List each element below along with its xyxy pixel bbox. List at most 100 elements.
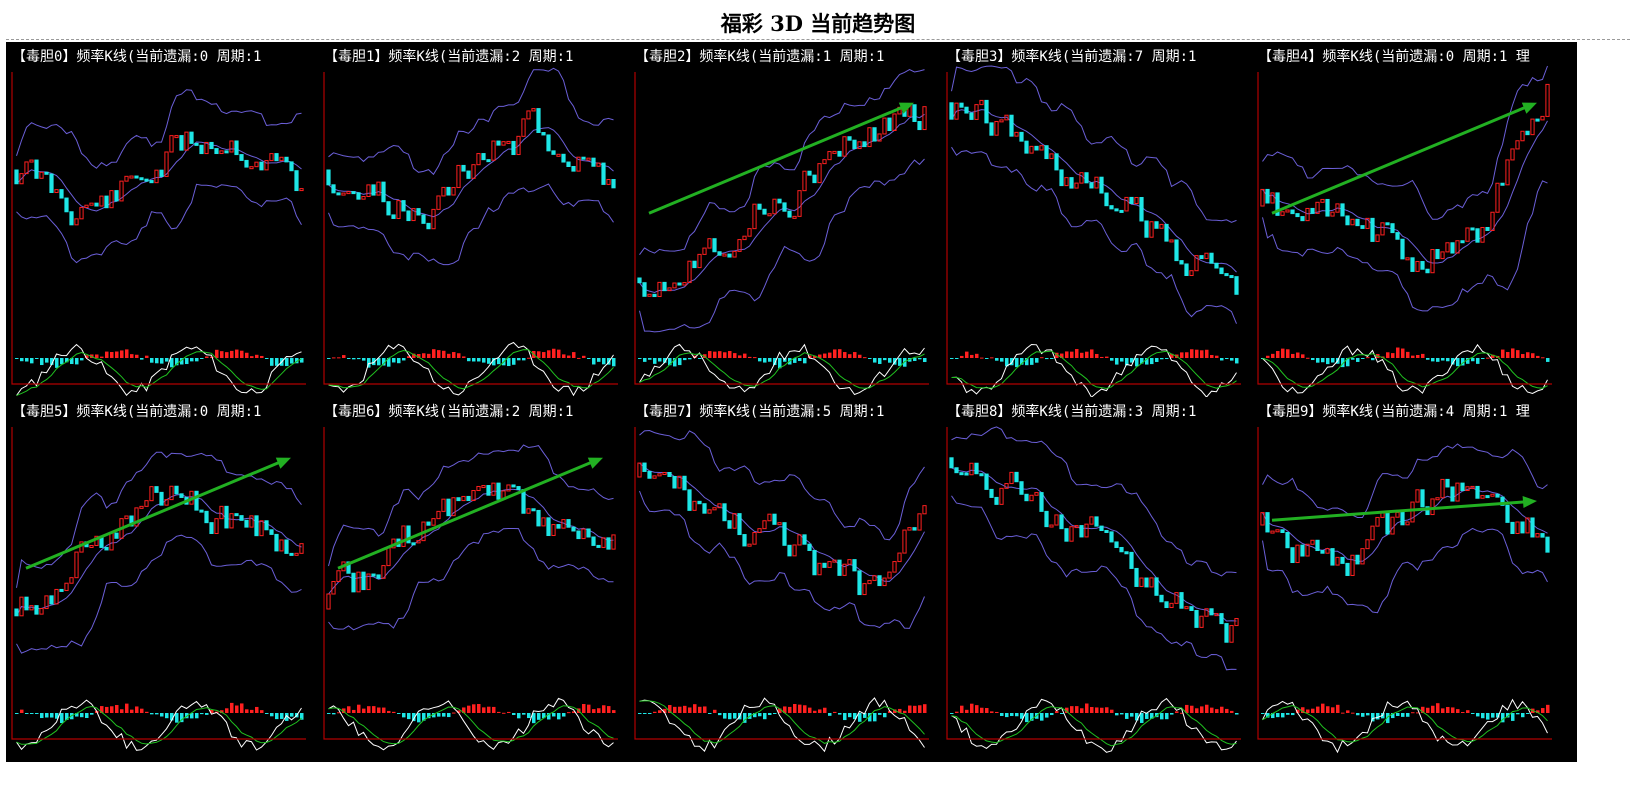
osc-bar bbox=[898, 358, 902, 366]
osc-bar bbox=[582, 355, 586, 358]
osc-bar bbox=[20, 358, 24, 362]
osc-bar bbox=[457, 710, 461, 713]
up-candle bbox=[1184, 606, 1189, 610]
osc-bar bbox=[592, 358, 596, 365]
osc-bar bbox=[180, 713, 184, 723]
up-candle bbox=[1275, 529, 1280, 533]
up-candle bbox=[1004, 114, 1009, 121]
osc-bar bbox=[653, 358, 657, 364]
osc-bar bbox=[220, 351, 224, 358]
osc-bar bbox=[1326, 358, 1330, 365]
osc-bar bbox=[955, 711, 959, 713]
osc-bar bbox=[1000, 713, 1004, 717]
down-candle bbox=[1024, 493, 1029, 502]
osc-bar bbox=[1471, 358, 1475, 362]
osc-bar bbox=[728, 351, 732, 358]
osc-bar bbox=[487, 358, 491, 364]
down-candle bbox=[59, 588, 64, 592]
down-candle bbox=[224, 150, 229, 154]
osc-bar bbox=[713, 709, 717, 713]
down-candle bbox=[611, 179, 616, 189]
up-candle bbox=[999, 119, 1004, 123]
osc-bar bbox=[382, 358, 386, 366]
down-candle bbox=[326, 169, 331, 186]
up-candle bbox=[1515, 140, 1520, 150]
down-candle bbox=[456, 497, 461, 502]
osc-bar bbox=[180, 358, 184, 365]
osc-bar bbox=[442, 350, 446, 358]
up-candle bbox=[702, 247, 707, 255]
osc-bar bbox=[1045, 713, 1049, 718]
osc-bar bbox=[512, 713, 516, 716]
osc-bar bbox=[20, 709, 24, 713]
osc-bar bbox=[175, 713, 179, 723]
osc-bar bbox=[337, 712, 341, 714]
osc-bar bbox=[1065, 351, 1069, 358]
down-candle bbox=[64, 197, 69, 213]
candles bbox=[949, 99, 1239, 295]
osc-bar bbox=[1100, 356, 1104, 358]
up-candle bbox=[687, 260, 692, 284]
up-candle bbox=[229, 513, 234, 529]
osc-bar bbox=[140, 708, 144, 713]
up-candle bbox=[124, 515, 129, 520]
up-candle bbox=[1169, 239, 1174, 243]
osc-bar bbox=[788, 706, 792, 713]
osc-bar bbox=[1471, 713, 1475, 714]
osc-bar bbox=[878, 358, 882, 364]
osc-bar bbox=[392, 358, 396, 363]
up-candle bbox=[1370, 525, 1375, 541]
down-candle bbox=[461, 164, 466, 172]
kline-chart bbox=[323, 427, 618, 751]
osc-bar bbox=[457, 353, 461, 358]
osc-bar bbox=[1511, 713, 1515, 721]
up-candle bbox=[219, 505, 224, 520]
up-candle bbox=[842, 136, 847, 157]
osc-bar bbox=[1110, 709, 1114, 713]
down-candle bbox=[104, 546, 109, 551]
osc-bar bbox=[1286, 713, 1290, 715]
down-candle bbox=[1234, 276, 1239, 295]
osc-bar bbox=[1296, 709, 1300, 713]
up-candle bbox=[1435, 497, 1440, 501]
down-candle bbox=[406, 210, 411, 222]
down-candle bbox=[546, 517, 551, 537]
osc-bar bbox=[1200, 350, 1204, 358]
up-candle bbox=[436, 510, 441, 520]
osc-bar bbox=[1070, 351, 1074, 358]
up-candle bbox=[461, 495, 466, 502]
down-candle bbox=[954, 467, 959, 474]
osc-bar bbox=[200, 358, 204, 359]
osc-bar bbox=[597, 358, 601, 362]
up-candle bbox=[264, 160, 269, 171]
down-candle bbox=[989, 488, 994, 498]
up-candle bbox=[144, 500, 149, 507]
up-candle bbox=[401, 525, 406, 547]
down-candle bbox=[682, 475, 687, 491]
osc-bar bbox=[1065, 707, 1069, 713]
osc-bar bbox=[120, 709, 124, 713]
up-candle bbox=[279, 156, 284, 162]
osc-bar bbox=[808, 355, 812, 358]
osc-bar bbox=[432, 713, 436, 718]
osc-bar bbox=[803, 705, 807, 713]
osc-bar bbox=[235, 349, 239, 358]
kline-panel-2: 【毒胆2】频率K线(当前遗漏:1 周期:1 bbox=[629, 42, 954, 407]
kline-chart bbox=[323, 67, 618, 397]
up-candle bbox=[74, 218, 79, 226]
upper-band bbox=[951, 65, 1237, 223]
up-candle bbox=[1315, 201, 1320, 214]
up-candle bbox=[767, 213, 772, 217]
down-candle bbox=[576, 530, 581, 540]
up-candle bbox=[672, 282, 677, 289]
up-candle bbox=[707, 238, 712, 249]
down-candle bbox=[969, 112, 974, 120]
osc-slow-line bbox=[639, 352, 925, 389]
up-candle bbox=[717, 503, 722, 509]
up-candle bbox=[1029, 145, 1034, 154]
osc-bar bbox=[698, 706, 702, 713]
osc-bar bbox=[683, 358, 687, 361]
osc-bar bbox=[1391, 713, 1395, 719]
page-title: 福彩 3D 当前趋势图 bbox=[720, 11, 916, 36]
down-candle bbox=[1099, 176, 1104, 194]
